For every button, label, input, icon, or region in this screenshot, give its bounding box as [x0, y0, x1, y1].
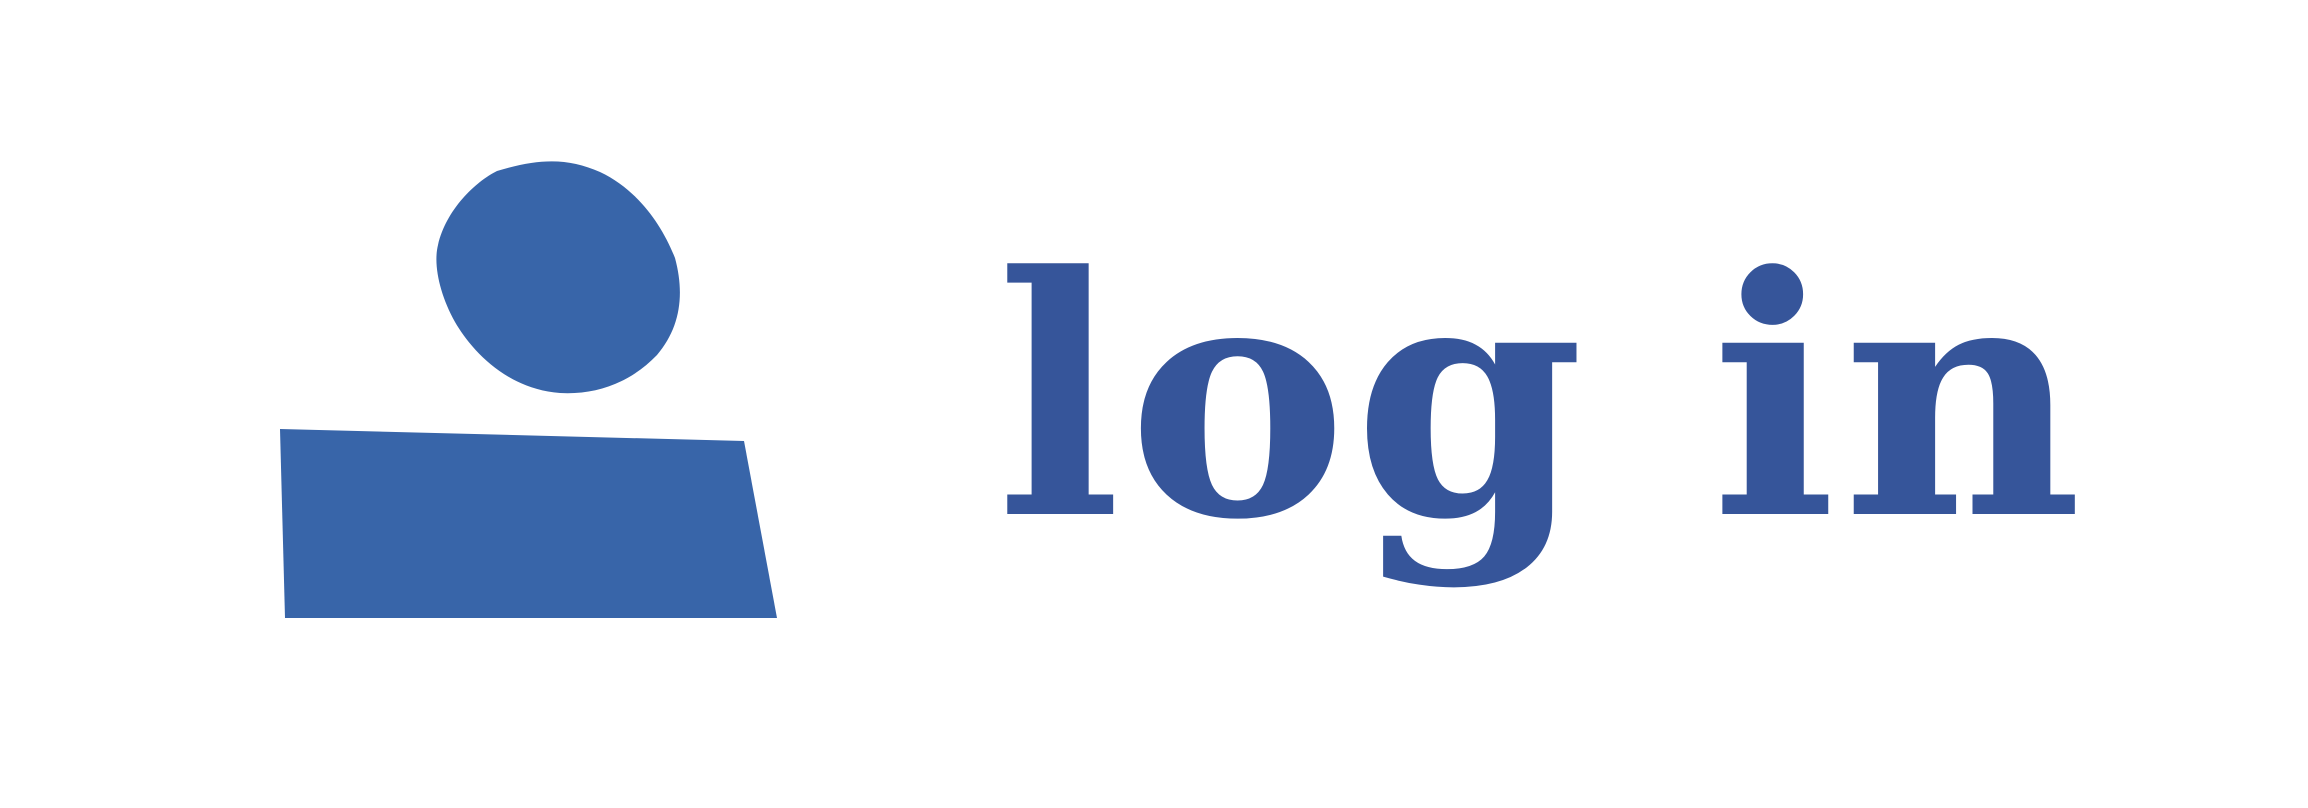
user-head	[436, 161, 680, 394]
log-in-label: log in	[996, 204, 2089, 592]
user-body	[280, 429, 777, 618]
